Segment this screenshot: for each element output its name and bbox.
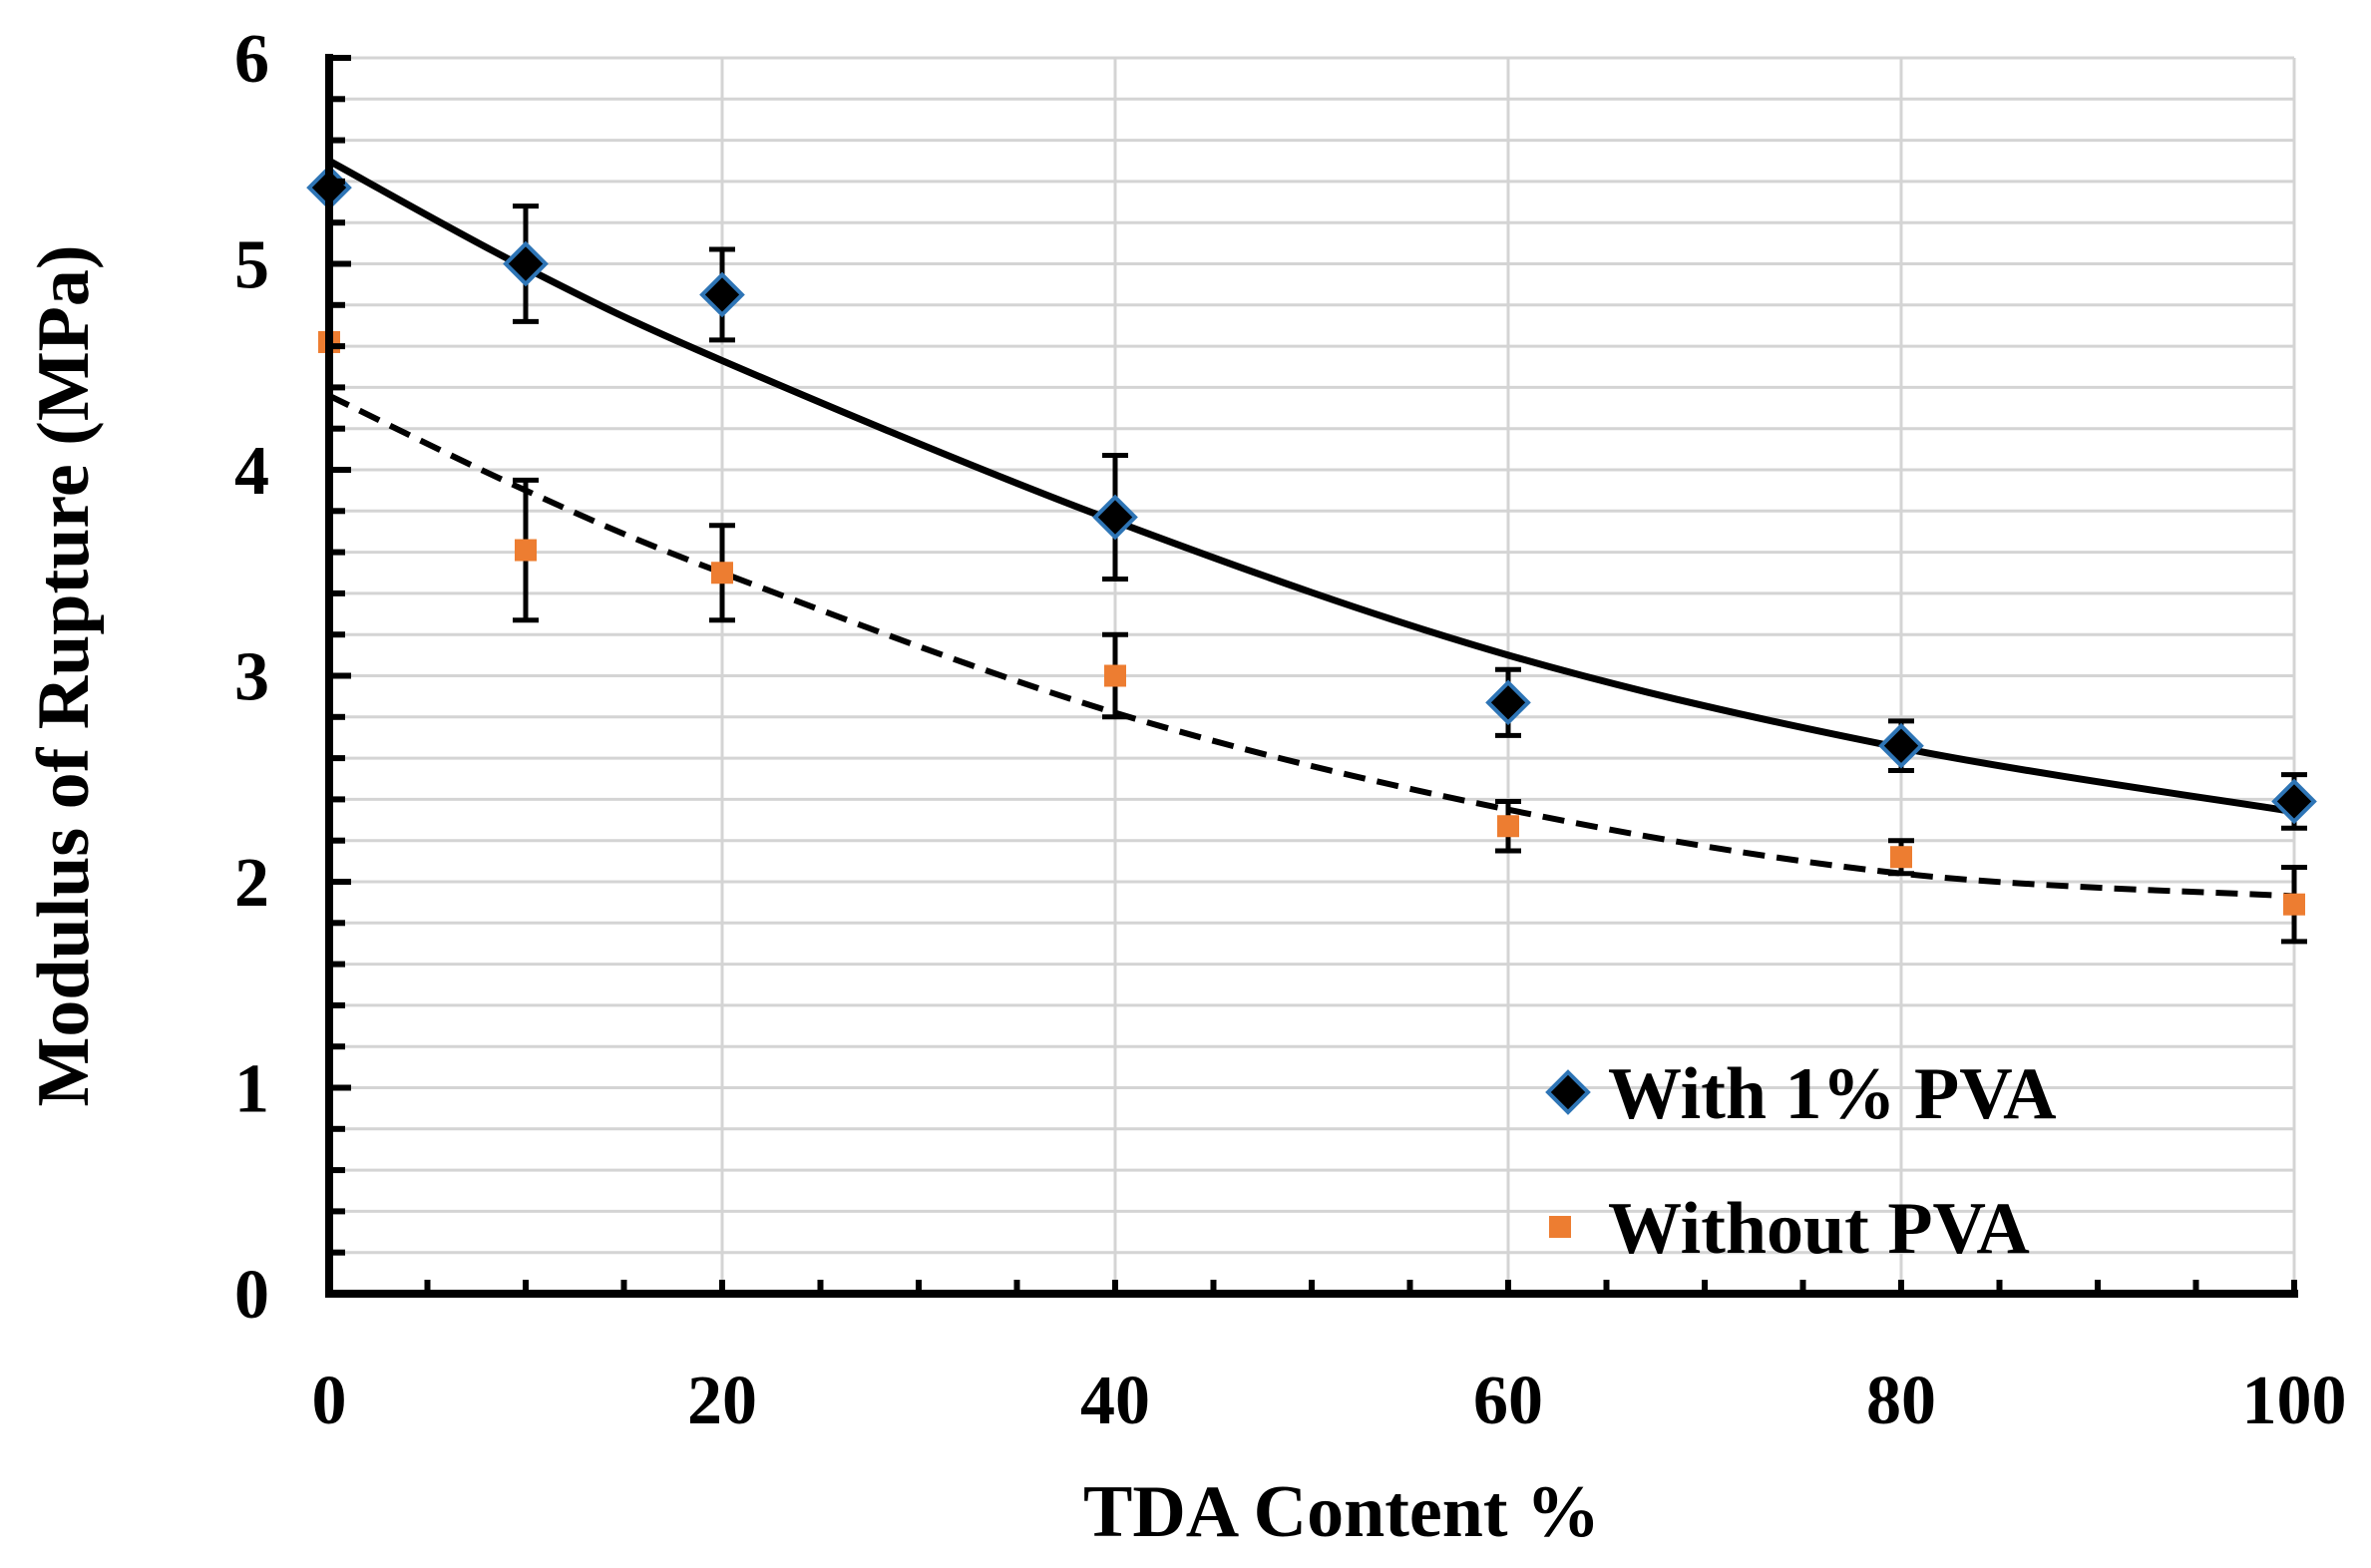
trend-line-without-pva — [327, 392, 2295, 900]
point-without-pva — [515, 539, 537, 562]
point-with-pva — [1092, 494, 1138, 541]
x-tick-label: 60 — [1473, 1363, 1543, 1439]
legend-marker-without-pva — [1549, 1216, 1571, 1238]
legend-label-without-pva: Without PVA — [1608, 1188, 2030, 1270]
point-with-pva — [503, 240, 549, 287]
y-tick-label: 2 — [234, 845, 269, 922]
axis-layer — [325, 54, 2298, 1298]
y-tick-label: 5 — [234, 227, 269, 304]
point-with-pva — [2271, 778, 2317, 825]
y-tick-label: 0 — [234, 1257, 269, 1334]
x-tick-label: 80 — [1866, 1363, 1936, 1439]
point-with-pva — [1485, 679, 1531, 726]
point-without-pva — [2283, 893, 2305, 916]
point-with-pva — [1878, 722, 1924, 769]
y-tick-label: 1 — [234, 1051, 269, 1128]
legend: With 1% PVA Without PVA — [1545, 1053, 2057, 1270]
legend-label-with-pva: With 1% PVA — [1608, 1053, 2057, 1135]
point-without-pva — [1104, 664, 1126, 687]
legend-marker-with-pva — [1545, 1069, 1591, 1115]
point-without-pva — [711, 562, 733, 585]
y-tick-label: 4 — [234, 433, 269, 510]
trend-layer — [327, 158, 2295, 900]
point-without-pva — [1497, 815, 1519, 838]
x-axis-title: TDA Content % — [1083, 1471, 1600, 1553]
point-with-pva — [699, 271, 745, 318]
x-tick-label: 100 — [2242, 1363, 2347, 1439]
x-tick-label: 0 — [312, 1363, 347, 1439]
legend-square — [1549, 1216, 1571, 1238]
x-tick-label: 20 — [687, 1363, 757, 1439]
y-axis-title: Modulus of Rupture (MPa) — [23, 244, 105, 1106]
point-without-pva — [1890, 846, 1912, 869]
error-bar-layer — [513, 203, 2307, 945]
y-tick-label: 3 — [234, 639, 269, 716]
x-tick-label: 40 — [1080, 1363, 1150, 1439]
legend-diamond — [1545, 1069, 1591, 1115]
y-tick-label: 6 — [234, 21, 269, 98]
grid-layer — [329, 56, 2296, 1294]
trend-line-with-pva — [327, 158, 2295, 816]
marker-layer — [306, 165, 2317, 916]
